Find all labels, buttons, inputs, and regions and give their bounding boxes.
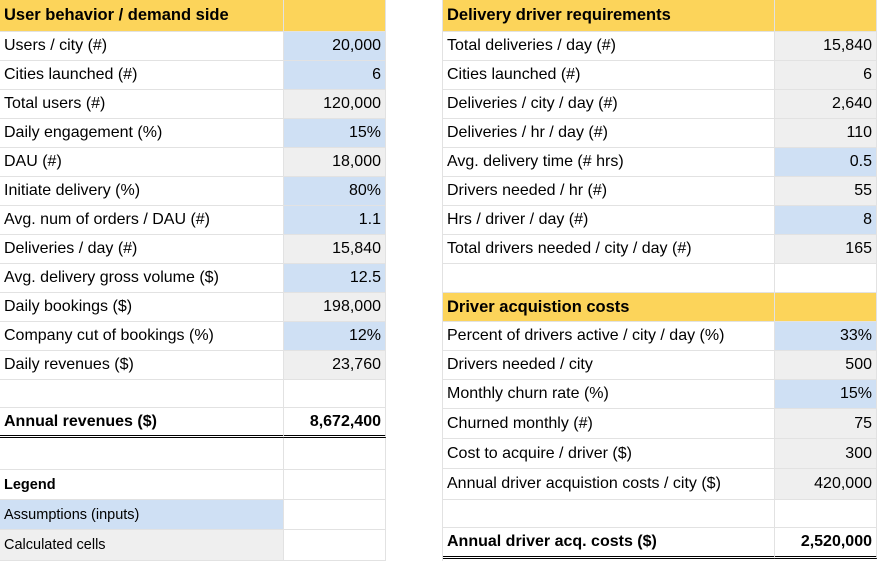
acq-total-label[interactable]: Annual driver acq. costs ($) bbox=[443, 528, 775, 559]
right-empty-row-2[interactable] bbox=[443, 500, 775, 528]
acq-label-monthly-churn[interactable]: Monthly churn rate (%) bbox=[443, 380, 775, 409]
acq-value-monthly-churn[interactable]: 15% bbox=[775, 380, 877, 409]
req-label-cities-launched[interactable]: Cities launched (#) bbox=[443, 61, 775, 90]
left-title[interactable]: User behavior / demand side bbox=[0, 0, 284, 32]
legend-title-value[interactable] bbox=[284, 470, 386, 500]
left-empty-row[interactable] bbox=[0, 380, 284, 408]
left-value-users-city[interactable]: 20,000 bbox=[284, 32, 386, 61]
acq-value-drivers-needed-city[interactable]: 500 bbox=[775, 351, 877, 380]
left-value-deliveries-day[interactable]: 15,840 bbox=[284, 235, 386, 264]
left-value-dau[interactable]: 18,000 bbox=[284, 148, 386, 177]
acq-value-annual-cost-city[interactable]: 420,000 bbox=[775, 469, 877, 500]
left-label-daily-bookings[interactable]: Daily bookings ($) bbox=[0, 293, 284, 322]
left-label-initiate-delivery[interactable]: Initiate delivery (%) bbox=[0, 177, 284, 206]
driver-req-title-value-cell[interactable] bbox=[775, 0, 877, 32]
req-label-deliveries-hr-day[interactable]: Deliveries / hr / day (#) bbox=[443, 119, 775, 148]
left-label-company-cut[interactable]: Company cut of bookings (%) bbox=[0, 322, 284, 351]
legend-calculated-value[interactable] bbox=[284, 530, 386, 561]
acq-total-value[interactable]: 2,520,000 bbox=[775, 528, 877, 559]
left-label-daily-engagement[interactable]: Daily engagement (%) bbox=[0, 119, 284, 148]
left-empty-row-value[interactable] bbox=[284, 380, 386, 408]
left-label-gross-volume[interactable]: Avg. delivery gross volume ($) bbox=[0, 264, 284, 293]
legend-title[interactable]: Legend bbox=[0, 470, 284, 500]
left-label-daily-revenues[interactable]: Daily revenues ($) bbox=[0, 351, 284, 380]
left-label-cities-launched[interactable]: Cities launched (#) bbox=[0, 61, 284, 90]
spacer-column bbox=[386, 0, 443, 561]
req-value-cities-launched[interactable]: 6 bbox=[775, 61, 877, 90]
left-total-label[interactable]: Annual revenues ($) bbox=[0, 408, 284, 438]
driver-acq-title-value-cell[interactable] bbox=[775, 293, 877, 322]
acq-value-percent-active[interactable]: 33% bbox=[775, 322, 877, 351]
req-value-total-deliveries[interactable]: 15,840 bbox=[775, 32, 877, 61]
right-empty-row-2-value[interactable] bbox=[775, 500, 877, 528]
left-empty-row-2-value[interactable] bbox=[284, 438, 386, 470]
left-title-value-cell[interactable] bbox=[284, 0, 386, 32]
left-label-deliveries-day[interactable]: Deliveries / day (#) bbox=[0, 235, 284, 264]
legend-calculated[interactable]: Calculated cells bbox=[0, 530, 284, 561]
req-value-avg-delivery-time[interactable]: 0.5 bbox=[775, 148, 877, 177]
req-value-deliveries-hr-day[interactable]: 110 bbox=[775, 119, 877, 148]
req-label-deliveries-city-day[interactable]: Deliveries / city / day (#) bbox=[443, 90, 775, 119]
left-label-total-users[interactable]: Total users (#) bbox=[0, 90, 284, 119]
left-label-dau[interactable]: DAU (#) bbox=[0, 148, 284, 177]
left-value-cities-launched[interactable]: 6 bbox=[284, 61, 386, 90]
left-value-gross-volume[interactable]: 12.5 bbox=[284, 264, 386, 293]
right-empty-row-value[interactable] bbox=[775, 264, 877, 293]
req-label-total-deliveries[interactable]: Total deliveries / day (#) bbox=[443, 32, 775, 61]
req-value-drivers-needed-hr[interactable]: 55 bbox=[775, 177, 877, 206]
req-label-drivers-needed-hr[interactable]: Drivers needed / hr (#) bbox=[443, 177, 775, 206]
req-label-hrs-driver-day[interactable]: Hrs / driver / day (#) bbox=[443, 206, 775, 235]
acq-label-cost-to-acquire[interactable]: Cost to acquire / driver ($) bbox=[443, 439, 775, 469]
acq-label-churned-monthly[interactable]: Churned monthly (#) bbox=[443, 409, 775, 439]
left-value-total-users[interactable]: 120,000 bbox=[284, 90, 386, 119]
acq-label-annual-cost-city[interactable]: Annual driver acquistion costs / city ($… bbox=[443, 469, 775, 500]
left-value-daily-revenues[interactable]: 23,760 bbox=[284, 351, 386, 380]
right-empty-row[interactable] bbox=[443, 264, 775, 293]
req-value-deliveries-city-day[interactable]: 2,640 bbox=[775, 90, 877, 119]
left-value-daily-engagement[interactable]: 15% bbox=[284, 119, 386, 148]
req-value-hrs-driver-day[interactable]: 8 bbox=[775, 206, 877, 235]
legend-inputs[interactable]: Assumptions (inputs) bbox=[0, 500, 284, 530]
req-label-avg-delivery-time[interactable]: Avg. delivery time (# hrs) bbox=[443, 148, 775, 177]
left-label-users-city[interactable]: Users / city (#) bbox=[0, 32, 284, 61]
legend-inputs-value[interactable] bbox=[284, 500, 386, 530]
acq-label-percent-active[interactable]: Percent of drivers active / city / day (… bbox=[443, 322, 775, 351]
left-value-daily-bookings[interactable]: 198,000 bbox=[284, 293, 386, 322]
acq-label-drivers-needed-city[interactable]: Drivers needed / city bbox=[443, 351, 775, 380]
acq-value-churned-monthly[interactable]: 75 bbox=[775, 409, 877, 439]
left-value-company-cut[interactable]: 12% bbox=[284, 322, 386, 351]
left-value-avg-orders[interactable]: 1.1 bbox=[284, 206, 386, 235]
req-label-total-drivers-needed[interactable]: Total drivers needed / city / day (#) bbox=[443, 235, 775, 264]
left-empty-row-2[interactable] bbox=[0, 438, 284, 470]
left-label-avg-orders[interactable]: Avg. num of orders / DAU (#) bbox=[0, 206, 284, 235]
driver-req-title[interactable]: Delivery driver requirements bbox=[443, 0, 775, 32]
driver-acq-title[interactable]: Driver acquistion costs bbox=[443, 293, 775, 322]
left-value-initiate-delivery[interactable]: 80% bbox=[284, 177, 386, 206]
req-value-total-drivers-needed[interactable]: 165 bbox=[775, 235, 877, 264]
acq-value-cost-to-acquire[interactable]: 300 bbox=[775, 439, 877, 469]
left-total-value[interactable]: 8,672,400 bbox=[284, 408, 386, 438]
